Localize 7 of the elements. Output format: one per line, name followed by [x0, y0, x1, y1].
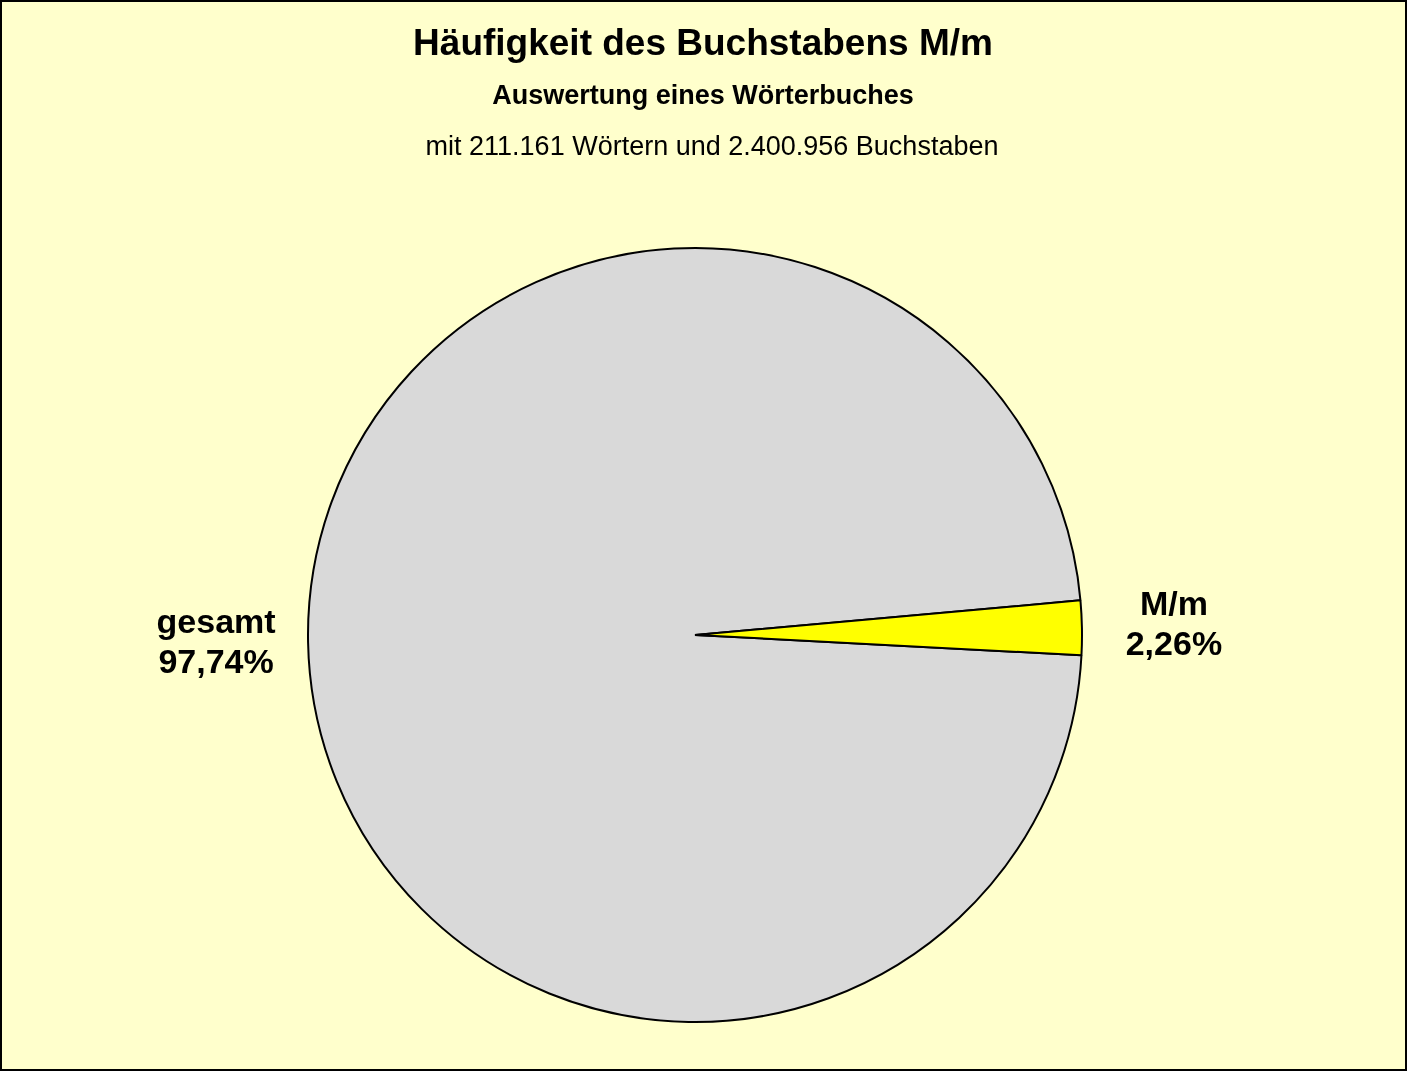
slice-label: gesamt	[156, 602, 276, 641]
slice-label: M/m	[1139, 584, 1208, 623]
chart-subtitle: Auswertung eines Wörterbuches	[492, 80, 914, 111]
data-label: 2,26%	[1125, 624, 1223, 663]
data-label: 97,74%	[158, 642, 274, 681]
chart-title: Häufigkeit des Buchstabens M/m	[413, 22, 993, 64]
text: mit 211.161 Wörtern und 2.400.956 Buchstaben	[425, 131, 999, 162]
